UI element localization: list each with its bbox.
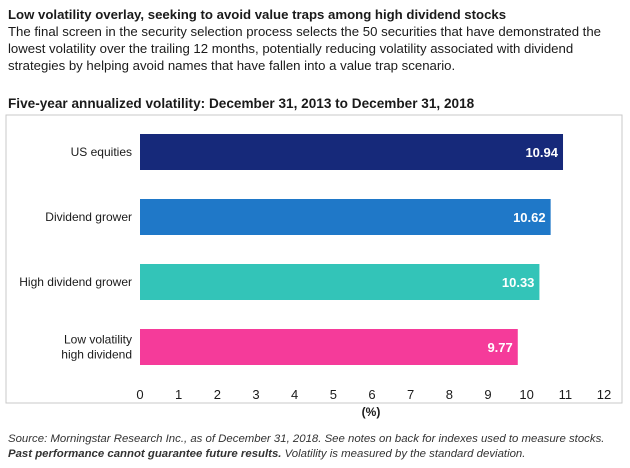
- category-label-1: Dividend grower: [45, 210, 132, 224]
- bar-value-label-3: 9.77: [487, 340, 512, 355]
- x-tick-label-11: 11: [559, 387, 573, 402]
- category-label-2: High dividend grower: [19, 275, 132, 289]
- x-tick-label-5: 5: [330, 387, 337, 402]
- x-tick-label-4: 4: [291, 387, 298, 402]
- x-axis-label: (%): [362, 405, 381, 419]
- x-tick-label-2: 2: [214, 387, 221, 402]
- category-label-3: Low volatility high dividend: [61, 333, 132, 362]
- bar-3: [140, 329, 518, 365]
- volatility-bar-chart: 10.94 US equities 10.62 Dividend grower 10.3…: [5, 114, 623, 419]
- x-tick-label-10: 10: [519, 387, 533, 402]
- chart-title: Five-year annualized volatility: Decembe…: [8, 96, 475, 111]
- footnote-source: Source: Morningstar Research Inc., as of…: [8, 433, 605, 445]
- bar-0: [140, 134, 564, 170]
- footnote: Source: Morningstar Research Inc., as of…: [8, 432, 628, 462]
- x-tick-label-12: 12: [597, 387, 611, 402]
- x-tick-label-1: 1: [175, 387, 182, 402]
- bar-2: [140, 264, 540, 300]
- x-tick-label-3: 3: [252, 387, 259, 402]
- x-tick-label-8: 8: [446, 387, 453, 402]
- headline: Low volatility overlay, seeking to avoid…: [8, 7, 507, 22]
- bar-value-label-0: 10.94: [525, 145, 558, 160]
- bar-value-label-2: 10.33: [502, 275, 535, 290]
- intro-text: The final screen in the security selecti…: [8, 24, 602, 73]
- x-tick-label-9: 9: [484, 387, 491, 402]
- bar-value-label-1: 10.62: [513, 210, 546, 225]
- footnote-note: Volatility is measured by the standard d…: [284, 448, 526, 460]
- category-label-0: US equities: [71, 145, 132, 159]
- x-tick-label-7: 7: [407, 387, 414, 402]
- footnote-disclaimer: Past performance cannot guarantee future…: [8, 448, 282, 460]
- x-tick-label-6: 6: [368, 387, 375, 402]
- x-tick-label-0: 0: [136, 387, 143, 402]
- bar-1: [140, 199, 551, 235]
